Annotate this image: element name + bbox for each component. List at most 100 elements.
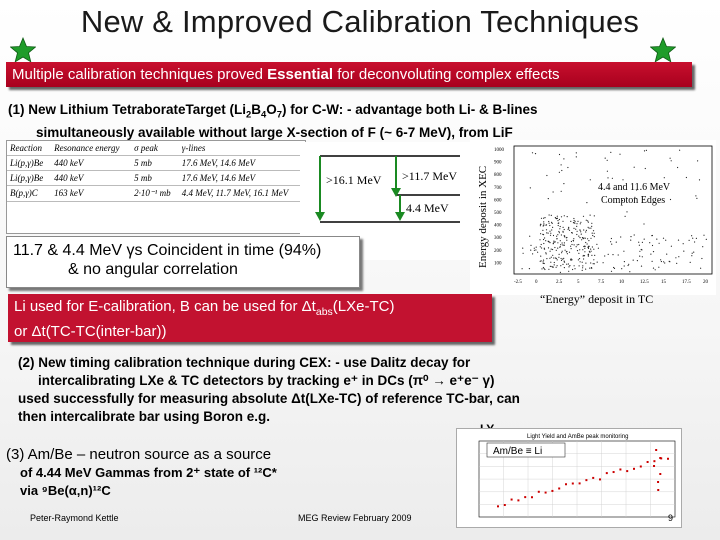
scatter-point xyxy=(638,244,640,246)
scatter-point xyxy=(561,169,563,172)
scatter-xtick: 10 xyxy=(619,280,625,285)
scatter-point xyxy=(533,249,535,251)
scatter-point xyxy=(563,257,565,259)
scatter-point xyxy=(645,149,647,151)
ambe-title: Light Yield and AmBe peak monitoring xyxy=(527,434,628,440)
scatter-point xyxy=(678,256,680,258)
scatter-point xyxy=(593,232,595,234)
scatter-point xyxy=(531,152,534,154)
scatter-point xyxy=(568,270,570,272)
scatter-point xyxy=(575,228,577,230)
scatter-point xyxy=(613,267,616,269)
scatter-point xyxy=(563,267,565,269)
scatter-point xyxy=(641,249,643,251)
star-icon-right xyxy=(650,37,676,63)
scatter-point xyxy=(587,253,589,255)
scatter-point xyxy=(622,179,624,181)
scatter-point xyxy=(573,217,575,220)
scatter-point xyxy=(636,260,638,262)
scatter-point xyxy=(545,224,547,226)
scatter-point xyxy=(582,267,584,269)
scatter-point xyxy=(568,229,571,231)
scatter-point xyxy=(556,238,558,240)
scatter-point xyxy=(694,241,696,243)
scatter-point xyxy=(558,222,560,224)
scatter-point xyxy=(546,174,548,177)
scatter-point xyxy=(552,266,554,268)
scatter-point xyxy=(639,250,641,252)
scatter-ytick: 900 xyxy=(494,161,502,166)
ambe-point xyxy=(531,496,533,499)
scatter-point xyxy=(544,237,546,239)
scatter-point xyxy=(542,229,544,231)
scatter-point xyxy=(521,268,523,270)
scatter-point xyxy=(587,247,590,249)
scatter-point xyxy=(641,256,643,258)
scatter-point xyxy=(556,215,558,217)
scatter-point xyxy=(702,246,704,248)
scatter-point xyxy=(559,271,561,273)
scatter-point xyxy=(583,245,585,248)
scatter-point xyxy=(557,247,559,249)
scatter-point xyxy=(570,220,572,222)
scatter-point xyxy=(560,257,562,260)
scatter-point xyxy=(593,236,595,238)
scatter-point xyxy=(552,234,555,237)
table-header: σ peak xyxy=(131,141,179,156)
scatter-point xyxy=(626,211,628,213)
scatter-point xyxy=(578,243,580,246)
scatter-point xyxy=(592,230,595,232)
table-cell: 4.4 MeV, 11.7 MeV, 16.1 MeV xyxy=(178,185,305,202)
scatter-point xyxy=(619,153,621,155)
scatter-point xyxy=(563,261,566,263)
scatter-point xyxy=(566,253,568,255)
scatter-point xyxy=(629,271,631,273)
scatter-point xyxy=(557,220,559,222)
scatter-point xyxy=(554,217,556,219)
scatter-point xyxy=(590,237,592,239)
ambe-points xyxy=(497,449,669,508)
scatter-point xyxy=(606,159,608,161)
scatter-point xyxy=(596,243,598,245)
scatter-point xyxy=(677,166,679,169)
scatter-point xyxy=(591,222,593,224)
scatter-point xyxy=(561,252,563,254)
scatter-point xyxy=(573,227,575,229)
scatter-point xyxy=(558,232,560,234)
scatter-point xyxy=(552,254,554,256)
scatter-point xyxy=(560,244,562,246)
point-1-text: (1) New Lithium TetraborateTarget (Li2B4… xyxy=(8,101,708,141)
scatter-point xyxy=(545,252,547,254)
scatter-point xyxy=(549,242,551,244)
scatter-point xyxy=(522,252,524,254)
scatter-point xyxy=(547,232,549,234)
scatter-point xyxy=(613,266,615,269)
scatter-point xyxy=(553,240,555,242)
ambe-point xyxy=(592,476,595,479)
scatter-point xyxy=(522,247,524,249)
scatter-point xyxy=(579,229,581,231)
scatter-point xyxy=(529,235,531,237)
scatter-point xyxy=(656,238,658,240)
scatter-point xyxy=(563,235,565,237)
ambe-point xyxy=(571,482,574,485)
scatter-point xyxy=(590,267,593,269)
scatter-point xyxy=(544,268,546,271)
scatter-point xyxy=(539,223,542,225)
table-row: Li(p,γ)Be 440 keV 5 mb 17.6 MeV, 14.6 Me… xyxy=(7,170,305,186)
scatter-point xyxy=(705,238,707,240)
scatter-point xyxy=(563,242,565,244)
scatter-point xyxy=(593,248,595,250)
scatter-point xyxy=(638,241,640,243)
scatter-point xyxy=(641,241,643,243)
scatter-point xyxy=(562,244,564,246)
li-box-line2: or Δt(TC-TC(inter-bar)) xyxy=(14,323,167,340)
scatter-point xyxy=(562,231,564,233)
scatter-point xyxy=(644,167,646,170)
scatter-point xyxy=(670,245,672,247)
table-cell: 17.6 MeV, 14.6 MeV xyxy=(178,155,305,171)
level-label-16: >16.1 MeV xyxy=(326,173,382,187)
ambe-point xyxy=(626,470,629,473)
point-1-rest: ) for C-W: - advantage both Li- & B-line… xyxy=(282,102,538,117)
scatter-point xyxy=(577,259,579,261)
